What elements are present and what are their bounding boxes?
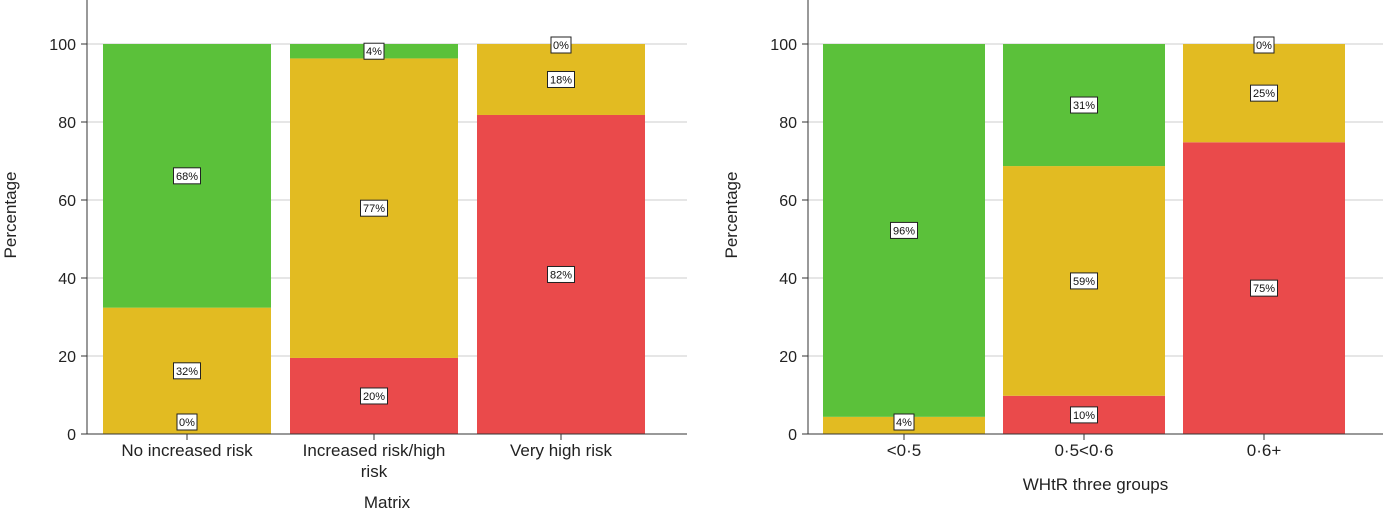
data-label: 31% <box>1073 100 1095 112</box>
data-label-box <box>547 265 575 283</box>
x-category-label: <0·5 <box>887 441 922 460</box>
data-label-box <box>547 70 575 88</box>
data-label: 0% <box>179 417 195 429</box>
y-tick-label: 60 <box>58 193 76 210</box>
data-label-box <box>1253 36 1275 54</box>
data-label: 82% <box>550 269 572 281</box>
x-category-label: 0·6+ <box>1247 441 1282 460</box>
data-label-box <box>173 167 201 185</box>
data-label-box <box>550 36 572 54</box>
x-category-label: risk <box>361 462 388 481</box>
y-tick-label: 40 <box>58 271 76 288</box>
y-tick-label: 40 <box>779 271 797 288</box>
y-tick-label: 80 <box>779 115 797 132</box>
data-label-box <box>1070 272 1098 290</box>
data-label: 32% <box>176 366 198 378</box>
y-tick-label: 0 <box>67 427 76 444</box>
x-axis-title: Matrix <box>364 493 411 512</box>
data-label-box <box>360 387 388 405</box>
data-label-box <box>173 362 201 380</box>
data-label: 4% <box>366 46 382 58</box>
data-label-box <box>890 221 918 239</box>
data-label: 68% <box>176 171 198 183</box>
data-label: 10% <box>1073 410 1095 422</box>
y-tick-label: 100 <box>770 37 797 54</box>
data-label: 59% <box>1073 276 1095 288</box>
chart-panel-1: 0 20 40 60 80 100 0% 32% 68% No increased risk 20%… <box>1 0 687 512</box>
data-label: 77% <box>363 203 385 215</box>
y-axis-title: Percentage <box>722 172 741 259</box>
data-label: 18% <box>550 74 572 86</box>
y-axis-title: Percentage <box>1 172 20 259</box>
data-label-box <box>1070 406 1098 424</box>
data-label: 20% <box>363 391 385 403</box>
y-tick-label: 100 <box>49 37 76 54</box>
y-tick-label: 0 <box>788 427 797 444</box>
data-label-box <box>360 199 388 217</box>
y-tick-label: 60 <box>779 193 797 210</box>
data-label-box <box>363 42 385 60</box>
x-axis-title: WHtR three groups <box>1023 475 1169 494</box>
data-label: 25% <box>1253 88 1275 100</box>
y-tick-label: 20 <box>779 349 797 366</box>
y-tick-label: 80 <box>58 115 76 132</box>
data-label-box <box>1250 279 1278 297</box>
x-category-label: Increased risk/high <box>303 441 446 460</box>
chart-panel-2: 0 20 40 60 80 100 4% 96% <0·5 10% 59% 31% 0·5<0·6 75%… <box>722 0 1383 494</box>
y-tick-label: 20 <box>58 349 76 366</box>
data-label: 0% <box>553 40 569 52</box>
data-label-box <box>893 413 915 431</box>
x-category-label: No increased risk <box>121 441 253 460</box>
data-label: 0% <box>1256 40 1272 52</box>
data-label: 75% <box>1253 283 1275 295</box>
data-label-box <box>1250 84 1278 102</box>
data-label: 96% <box>893 225 915 237</box>
x-category-label: Very high risk <box>510 441 613 460</box>
x-category-label: 0·5<0·6 <box>1054 441 1113 460</box>
data-label-box <box>176 413 198 431</box>
data-label: 4% <box>896 417 912 429</box>
data-label-box <box>1070 96 1098 114</box>
